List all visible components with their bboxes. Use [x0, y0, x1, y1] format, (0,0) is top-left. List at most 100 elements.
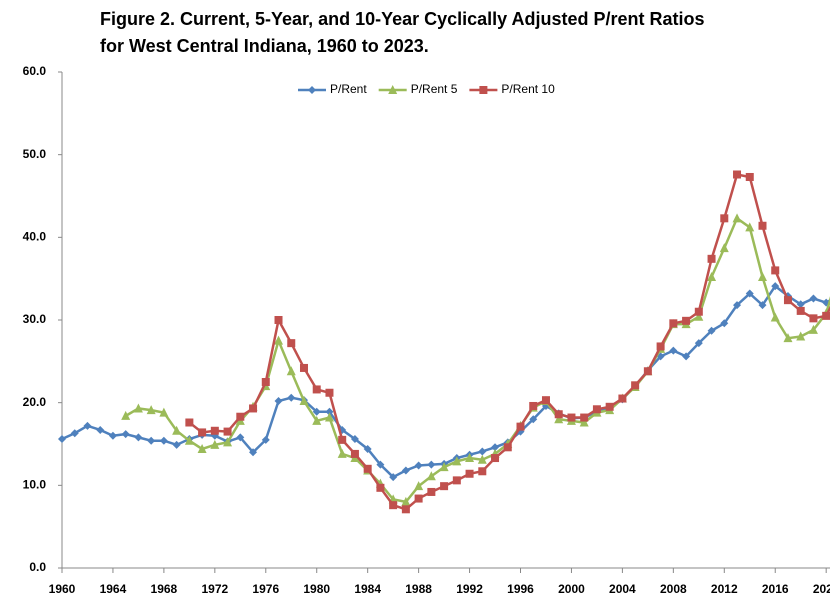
marker	[287, 339, 296, 348]
marker	[618, 394, 627, 403]
y-tick-label: 20.0	[23, 395, 47, 409]
marker	[223, 437, 233, 447]
x-tick-label: 2016	[762, 582, 789, 596]
marker	[719, 243, 729, 253]
marker	[694, 307, 703, 316]
marker	[745, 289, 754, 298]
marker	[757, 272, 767, 282]
marker	[643, 367, 652, 376]
marker	[554, 414, 564, 424]
marker	[783, 296, 792, 305]
marker	[363, 464, 372, 473]
marker	[58, 435, 66, 444]
legend-marker	[308, 86, 316, 94]
marker	[682, 352, 691, 361]
marker	[185, 418, 194, 427]
marker	[108, 431, 117, 440]
marker	[529, 415, 538, 424]
marker	[694, 311, 704, 321]
marker	[491, 454, 500, 463]
marker	[592, 405, 601, 414]
marker	[147, 436, 156, 445]
marker	[325, 388, 334, 397]
marker	[83, 421, 92, 430]
marker	[376, 460, 385, 469]
legend-label: P/Rent 10	[501, 82, 555, 96]
marker	[720, 214, 729, 223]
marker	[401, 466, 410, 475]
marker	[567, 413, 576, 422]
marker	[146, 405, 156, 415]
marker	[261, 435, 270, 444]
y-tick-label: 30.0	[23, 312, 47, 326]
marker	[554, 410, 563, 419]
marker	[808, 324, 818, 334]
chart-title: Figure 2. Current, 5-Year, and 10-Year C…	[100, 9, 705, 29]
marker	[669, 319, 678, 328]
marker	[363, 444, 372, 453]
marker	[796, 306, 805, 315]
marker	[198, 428, 207, 437]
marker	[312, 385, 321, 394]
chart-title: for West Central Indiana, 1960 to 2023.	[100, 36, 429, 56]
marker	[261, 378, 270, 386]
marker	[376, 483, 385, 492]
marker	[159, 436, 168, 445]
marker	[758, 301, 767, 310]
marker	[389, 473, 398, 482]
marker	[299, 396, 309, 406]
marker	[771, 266, 780, 275]
marker	[172, 440, 181, 449]
marker	[249, 448, 258, 457]
y-tick-label: 10.0	[23, 478, 47, 492]
marker	[478, 447, 487, 456]
marker	[426, 471, 436, 481]
marker	[427, 487, 436, 496]
marker	[133, 403, 143, 413]
x-tick-label: 1964	[100, 582, 127, 596]
marker	[350, 435, 359, 444]
marker	[452, 456, 462, 466]
series-line	[188, 173, 830, 511]
series-line	[125, 216, 830, 504]
x-tick-label: 1960	[49, 582, 76, 596]
marker	[121, 410, 131, 420]
x-tick-label: 2000	[558, 582, 585, 596]
marker	[796, 300, 805, 309]
x-tick-label: 2004	[609, 582, 636, 596]
marker	[210, 426, 219, 435]
marker	[733, 170, 742, 179]
marker	[249, 404, 258, 413]
x-tick-label: 1988	[405, 582, 432, 596]
marker	[477, 454, 487, 464]
marker	[732, 213, 742, 223]
marker	[274, 335, 284, 345]
x-tick-label: 1996	[507, 582, 534, 596]
marker	[605, 402, 614, 411]
x-tick-label: 2008	[660, 582, 687, 596]
marker	[707, 254, 716, 263]
x-tick-label: 1976	[252, 582, 279, 596]
marker	[414, 461, 423, 470]
marker	[325, 407, 334, 416]
marker	[312, 415, 322, 425]
marker	[121, 430, 130, 439]
marker	[745, 222, 755, 232]
marker	[771, 282, 780, 291]
marker	[796, 331, 806, 341]
marker	[770, 312, 780, 322]
x-tick-label: 1984	[354, 582, 381, 596]
marker	[478, 467, 487, 476]
marker	[440, 482, 449, 491]
marker	[783, 333, 793, 343]
marker	[682, 316, 691, 325]
legend-label: P/Rent 5	[411, 82, 458, 96]
marker	[286, 366, 296, 376]
marker	[669, 346, 678, 355]
marker	[503, 443, 512, 452]
marker	[350, 449, 359, 458]
marker	[274, 397, 283, 406]
x-tick-label: 1992	[456, 582, 483, 596]
